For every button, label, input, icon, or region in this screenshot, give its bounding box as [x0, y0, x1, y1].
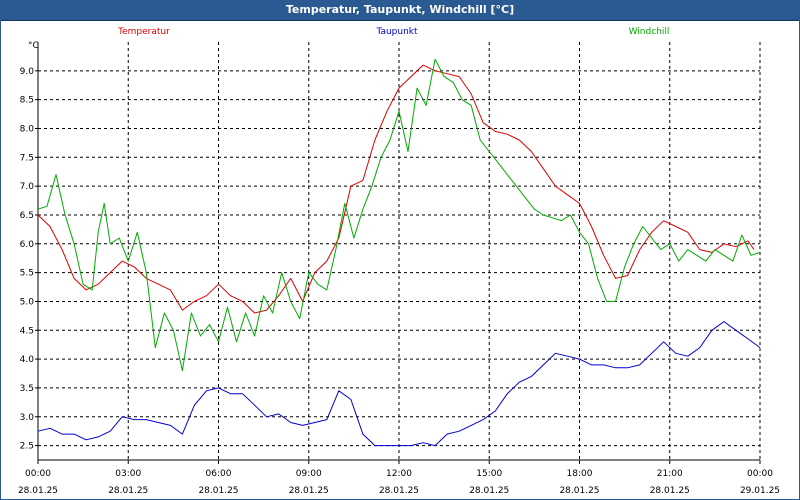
x-tick-date-label: 28.01.25 — [289, 486, 329, 496]
x-tick-time-label: 03:00 — [115, 469, 141, 479]
x-tick-time-label: 00:00 — [25, 469, 51, 479]
x-tick-time-label: 15:00 — [476, 469, 502, 479]
x-tick-date-label: 28.01.25 — [469, 486, 509, 496]
x-tick-date-label: 28.01.25 — [559, 486, 599, 496]
grid — [35, 42, 761, 464]
y-tick-label: 9.0 — [20, 67, 35, 77]
legend-temperatur: Temperatur — [117, 27, 170, 37]
x-tick-date-label: 28.01.25 — [108, 486, 148, 496]
series-line-windchill — [37, 58, 761, 372]
x-tick-time-label: 09:00 — [296, 469, 322, 479]
y-tick-label: 4.5 — [20, 326, 34, 336]
y-tick-label: 5.5 — [20, 269, 34, 279]
x-tick-date-label: 28.01.25 — [18, 486, 58, 496]
y-unit-label: °C — [28, 41, 39, 51]
x-tick-date-label: 28.01.25 — [198, 486, 238, 496]
y-tick-label: 2.5 — [20, 442, 34, 452]
x-tick-time-label: 00:00 — [747, 469, 773, 479]
window-title: Temperatur, Taupunkt, Windchill [°C] — [285, 3, 515, 16]
y-tick-label: 3.5 — [20, 384, 34, 394]
window-titlebar: Temperatur, Taupunkt, Windchill [°C] — [0, 0, 800, 21]
y-tick-label: 6.5 — [20, 211, 34, 221]
x-tick-time-label: 06:00 — [206, 469, 232, 479]
series-layer — [37, 58, 761, 447]
y-tick-label: 8.5 — [20, 96, 34, 106]
x-tick-time-label: 18:00 — [567, 469, 593, 479]
y-tick-label: 3.0 — [20, 413, 35, 423]
legend-windchill: Windchill — [629, 27, 670, 37]
series-line-taupunkt — [37, 321, 761, 447]
y-tick-labels: 2.5 3.0 3.5 4.0 4.5 5.0 5.5 6.0 6.5 7.0 7.5 8.0 8.5 9… — [20, 67, 35, 452]
y-tick-label: 7.0 — [20, 182, 35, 192]
legend-taupunkt: Taupunkt — [375, 27, 418, 37]
y-tick-label: 8.0 — [20, 124, 35, 134]
x-tick-date-label: 29.01.25 — [740, 486, 780, 496]
x-tick-time-label: 12:00 — [386, 469, 412, 479]
y-tick-label: 4.0 — [20, 355, 35, 365]
x-tick-date-label: 28.01.25 — [379, 486, 419, 496]
x-tick-time-label: 21:00 — [657, 469, 683, 479]
x-tick-labels: 00:00 28.01.25 03:00 28.01.25 06:00 28.01.25 0… — [18, 469, 780, 496]
y-tick-label: 6.0 — [20, 240, 35, 250]
line-chart: 2.5 3.0 3.5 4.0 4.5 5.0 5.5 6.0 6.5 7.0 7.5 8.0 8.5 9… — [18, 27, 780, 496]
y-tick-label: 5.0 — [20, 297, 35, 307]
y-tick-label: 7.5 — [20, 153, 34, 163]
x-tick-date-label: 28.01.25 — [650, 486, 690, 496]
series-line-temperatur — [37, 64, 755, 314]
